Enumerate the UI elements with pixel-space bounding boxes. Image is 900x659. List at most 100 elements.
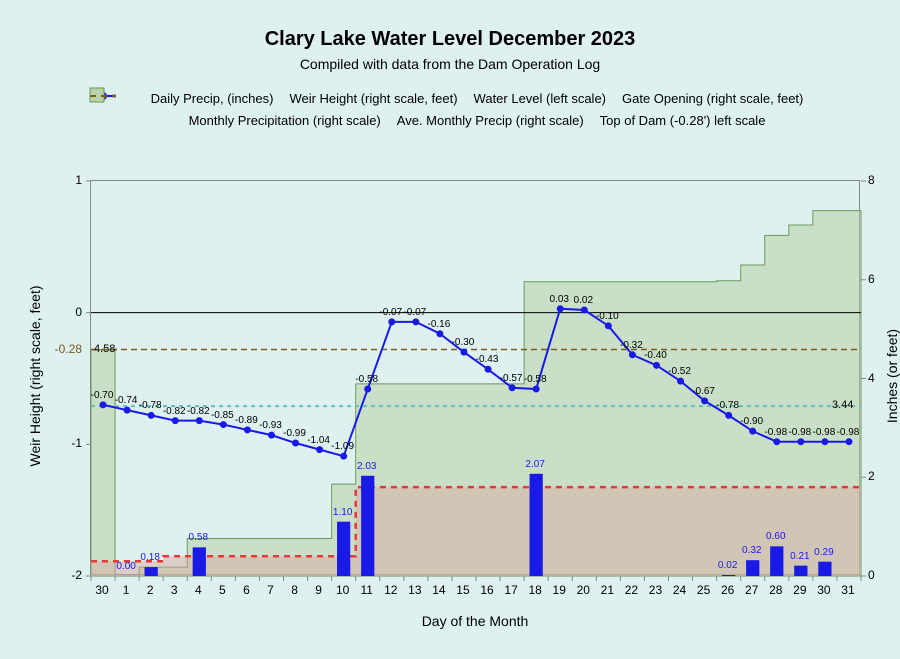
- waterlevel-value: -0.98: [813, 427, 836, 438]
- tick: 9: [315, 583, 322, 597]
- tick: 6: [243, 583, 250, 597]
- tick: 4: [868, 371, 875, 385]
- series-end-label: 3.44: [832, 399, 853, 411]
- tick: 17: [504, 583, 517, 597]
- legend-item-topdam: Top of Dam (-0.28') left scale: [596, 110, 766, 132]
- legend-item-gate: Gate Opening (right scale, feet): [618, 88, 803, 110]
- legend-item-wlevel: Water Level (left scale): [470, 88, 606, 110]
- waterlevel-value: -0.43: [476, 354, 499, 365]
- tick: 22: [625, 583, 638, 597]
- waterlevel-value: -1.04: [307, 435, 330, 446]
- waterlevel-value: 0.02: [574, 295, 593, 306]
- right-axis-label: Inches (or feet): [884, 296, 900, 456]
- tick: -2: [71, 568, 82, 582]
- waterlevel-value: -0.89: [235, 415, 258, 426]
- tick: 14: [432, 583, 445, 597]
- tick: 26: [721, 583, 734, 597]
- waterlevel-value: -0.10: [596, 311, 619, 322]
- tick: 27: [745, 583, 758, 597]
- legend-item-avemon: Ave. Monthly Precip (right scale): [393, 110, 584, 132]
- precip-value: 0.32: [742, 545, 761, 556]
- tick: 11: [360, 583, 372, 597]
- tick: 1: [75, 173, 82, 187]
- series-end-label: 4.58: [94, 343, 115, 355]
- tick: 1: [123, 583, 130, 597]
- waterlevel-value: -0.78: [716, 400, 739, 411]
- tick: 4: [195, 583, 202, 597]
- waterlevel-value: -0.98: [788, 427, 811, 438]
- waterlevel-value: -0.58: [355, 374, 378, 385]
- waterlevel-value: -1.09: [331, 441, 354, 452]
- tick: 21: [601, 583, 614, 597]
- tick: 2: [147, 583, 154, 597]
- waterlevel-value: -0.98: [837, 427, 860, 438]
- tick: 0: [75, 305, 82, 319]
- tick: 19: [553, 583, 566, 597]
- plot-area: [90, 180, 860, 575]
- tick: 8: [868, 173, 875, 187]
- waterlevel-value: -0.52: [668, 366, 691, 377]
- waterlevel-value: -0.16: [428, 319, 451, 330]
- tick: 23: [649, 583, 662, 597]
- tick: 10: [336, 583, 349, 597]
- tick: 18: [528, 583, 541, 597]
- tick: 6: [868, 272, 875, 286]
- waterlevel-value: -0.82: [163, 406, 186, 417]
- tick: 24: [673, 583, 686, 597]
- tick: 13: [408, 583, 421, 597]
- waterlevel-value: -0.30: [452, 337, 475, 348]
- tick: 28: [769, 583, 782, 597]
- precip-value: 2.07: [525, 459, 544, 470]
- waterlevel-value: -0.32: [620, 340, 643, 351]
- waterlevel-value: -0.85: [211, 410, 234, 421]
- waterlevel-value: -0.58: [524, 374, 547, 385]
- legend-item-precip: Daily Precip, (inches): [147, 88, 274, 110]
- tick: 30: [817, 583, 830, 597]
- legend-item-weirh: Weir Height (right scale, feet): [285, 88, 457, 110]
- tick: 8: [291, 583, 298, 597]
- tick: 7: [267, 583, 274, 597]
- tick: -0.28: [55, 342, 82, 356]
- precip-value: 0.21: [790, 551, 809, 562]
- chart-subtitle: Compiled with data from the Dam Operatio…: [0, 56, 900, 72]
- tick: 0: [868, 568, 875, 582]
- waterlevel-value: -0.70: [91, 390, 114, 401]
- tick: 12: [384, 583, 397, 597]
- waterlevel-value: -0.57: [500, 373, 523, 384]
- legend-item-monprecip: Monthly Precipitation (right scale): [185, 110, 381, 132]
- tick: 29: [793, 583, 806, 597]
- precip-value: 0.02: [718, 560, 737, 571]
- tick: 15: [456, 583, 469, 597]
- tick: 3: [171, 583, 178, 597]
- waterlevel-value: 0.03: [549, 294, 568, 305]
- precip-value: 0.18: [140, 552, 159, 563]
- tick: 20: [577, 583, 590, 597]
- plot-svg: [91, 181, 861, 576]
- waterlevel-value: -0.93: [259, 420, 282, 431]
- waterlevel-value: -0.67: [692, 386, 715, 397]
- tick: -1: [71, 436, 82, 450]
- waterlevel-value: -0.07: [403, 307, 426, 318]
- waterlevel-value: -0.40: [644, 350, 667, 361]
- waterlevel-value: -0.74: [115, 395, 138, 406]
- precip-value: 1.10: [333, 507, 352, 518]
- waterlevel-value: -0.90: [740, 416, 763, 427]
- tick: 31: [841, 583, 854, 597]
- precip-value: 0.58: [189, 532, 208, 543]
- left-axis-label: Weir Height (right scale, feet): [27, 256, 43, 496]
- precip-value: 0.29: [814, 547, 833, 558]
- chart-root: Clary Lake Water Level December 2023 Com…: [0, 0, 900, 659]
- x-axis-label: Day of the Month: [90, 613, 860, 629]
- legend: Daily Precip, (inches) Weir Height (right…: [90, 88, 860, 132]
- tick: 2: [868, 469, 875, 483]
- precip-value: 2.03: [357, 461, 376, 472]
- tick: 16: [480, 583, 493, 597]
- tick: 30: [95, 583, 108, 597]
- waterlevel-value: -0.98: [764, 427, 787, 438]
- waterlevel-value: -0.78: [139, 400, 162, 411]
- chart-title: Clary Lake Water Level December 2023: [0, 28, 900, 51]
- waterlevel-value: -0.82: [187, 406, 210, 417]
- precip-value: 0.60: [766, 531, 785, 542]
- waterlevel-value: -0.99: [283, 428, 306, 439]
- precip-value: 0.00: [116, 561, 135, 572]
